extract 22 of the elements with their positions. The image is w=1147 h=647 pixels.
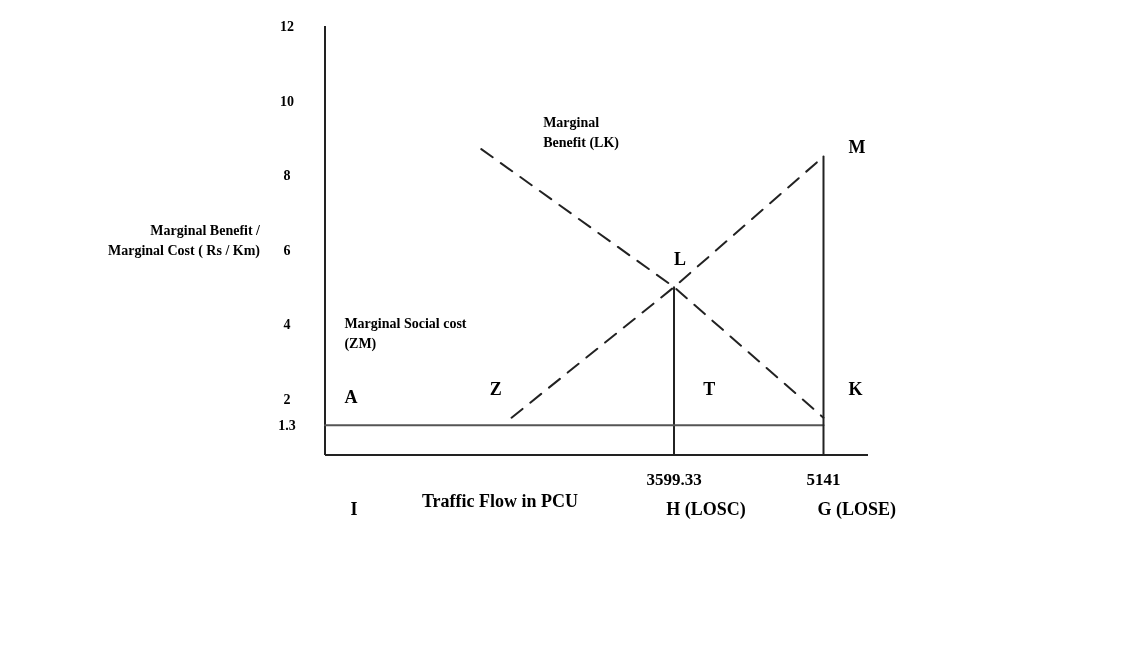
text: H (LOSC) xyxy=(666,498,746,520)
annotation: L xyxy=(674,248,687,269)
y-axis-title: Marginal Benefit / Marginal Cost ( Rs / Km) xyxy=(107,222,262,259)
x-tick-label: 3599.33 xyxy=(646,470,702,489)
annotation: Marginal Benefit (LK) xyxy=(543,114,620,151)
y-tick-label: 8 xyxy=(283,168,291,184)
y-tick-label: 1.3 xyxy=(278,418,296,434)
annotation: Z xyxy=(489,379,502,400)
y-tick-label: 2 xyxy=(283,391,291,407)
y-tick-label: 12 xyxy=(280,18,294,34)
text: G (LOSE) xyxy=(817,498,897,520)
y-tick-label: 10 xyxy=(280,93,294,109)
annotation: T xyxy=(703,379,716,400)
annotation: M xyxy=(848,136,866,157)
annotation: A xyxy=(344,386,358,407)
x-tick-label: 5141 xyxy=(806,470,841,489)
annotation: Marginal Social cost (ZM) xyxy=(344,316,467,353)
text: I xyxy=(350,498,358,519)
y-tick-label: 4 xyxy=(283,317,291,333)
x-axis-title: Traffic Flow in PCU xyxy=(421,491,579,512)
annotation: K xyxy=(848,379,863,400)
y-tick-label: 6 xyxy=(283,242,291,258)
